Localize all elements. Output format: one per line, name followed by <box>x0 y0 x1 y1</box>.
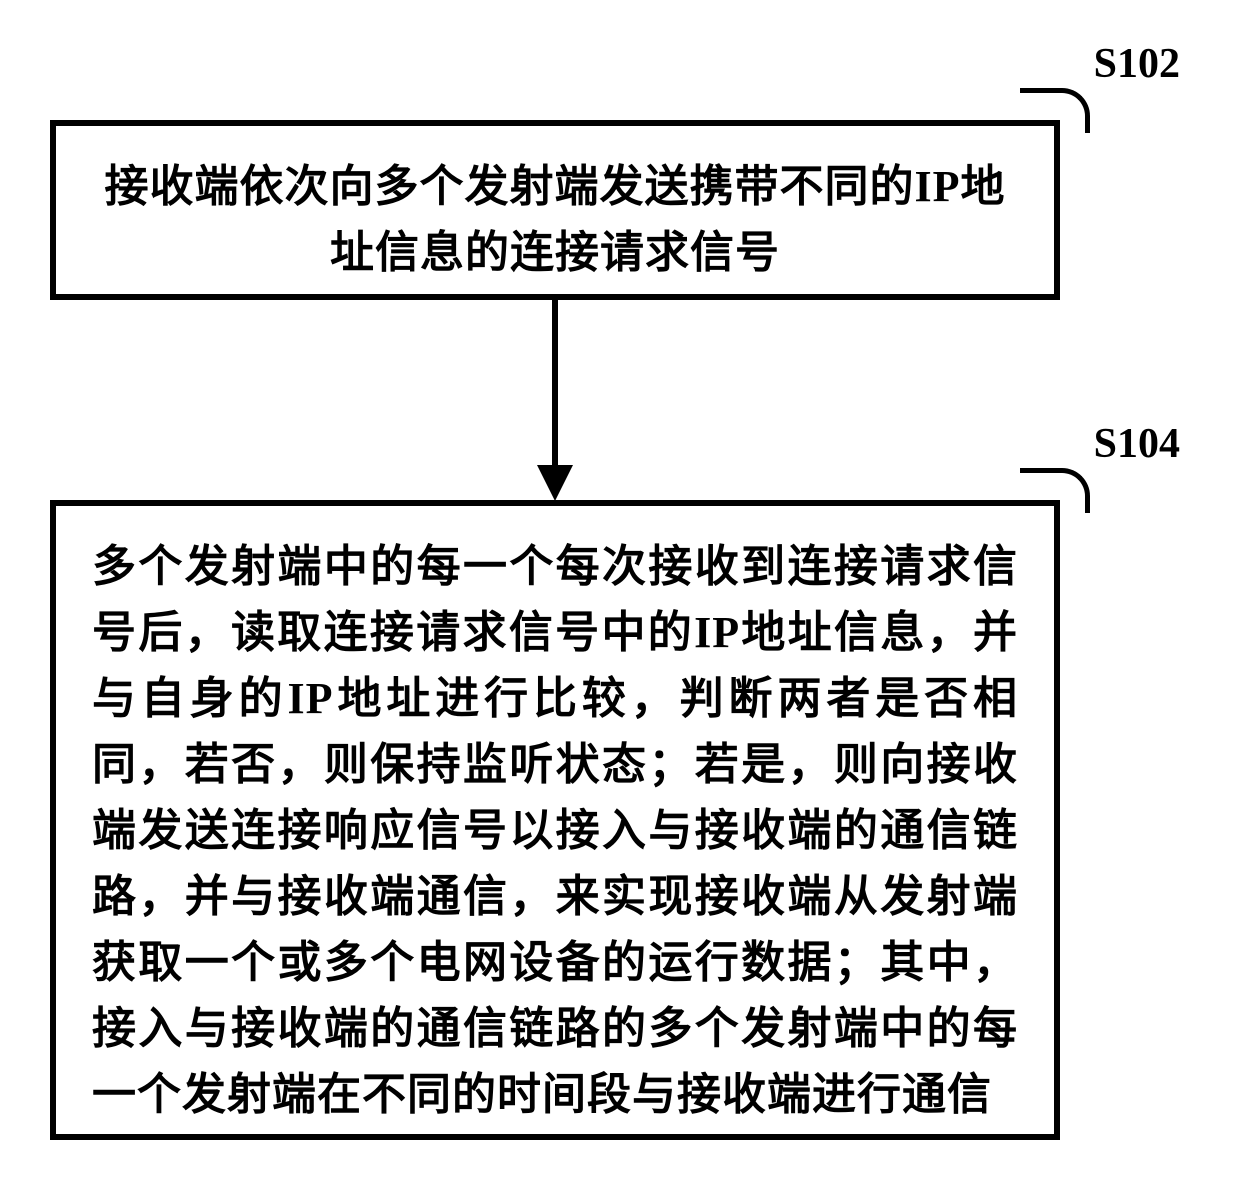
arrow-head-icon <box>537 465 573 501</box>
flowchart-step-s102: 接收端依次向多个发射端发送携带不同的IP地址信息的连接请求信号 <box>50 120 1060 300</box>
arrow-s102-to-s104 <box>535 300 575 500</box>
step-text-s104: 多个发射端中的每一个每次接收到连接请求信号后，读取连接请求信号中的IP地址信息，… <box>92 534 1018 1128</box>
arrow-line <box>552 300 558 472</box>
step-label-s102: S102 <box>1094 40 1180 88</box>
step-label-s104: S104 <box>1094 420 1180 468</box>
flowchart-step-s104: 多个发射端中的每一个每次接收到连接请求信号后，读取连接请求信号中的IP地址信息，… <box>50 500 1060 1140</box>
step-text-s102: 接收端依次向多个发射端发送携带不同的IP地址信息的连接请求信号 <box>92 154 1018 286</box>
